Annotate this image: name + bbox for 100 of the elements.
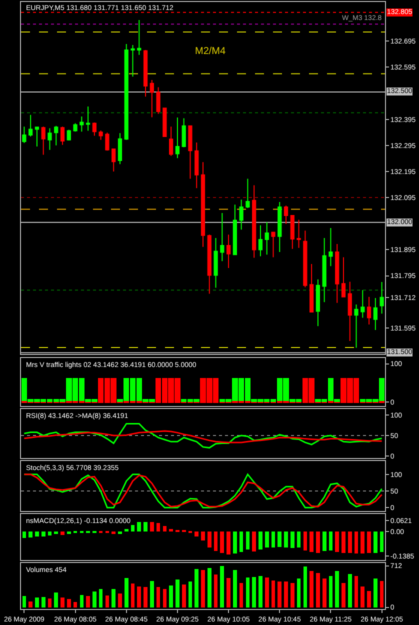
bar (188, 582, 192, 608)
bar (169, 586, 173, 608)
bar (348, 574, 352, 608)
candlestick (22, 126, 26, 144)
candlestick (271, 231, 276, 258)
bar (310, 532, 314, 552)
bar (290, 532, 294, 548)
candlestick (54, 125, 58, 146)
candlestick (239, 199, 244, 230)
candlestick (182, 118, 186, 148)
bar (310, 571, 314, 608)
candlestick (162, 107, 167, 138)
candlestick (194, 142, 199, 189)
candlestick (169, 126, 174, 156)
bar (66, 532, 71, 534)
bar (176, 579, 180, 608)
candlestick (66, 129, 71, 141)
candlestick (290, 214, 294, 250)
bar (360, 532, 365, 554)
bar (278, 532, 282, 547)
bar (124, 529, 128, 532)
candlestick (264, 222, 269, 256)
candlestick (252, 184, 256, 258)
candlestick (303, 230, 308, 288)
bar (342, 532, 346, 553)
bar (290, 582, 294, 608)
bar (22, 596, 26, 608)
bar (342, 582, 346, 608)
candlestick (156, 86, 160, 114)
bar (48, 598, 52, 608)
bar (233, 570, 237, 608)
bar (303, 532, 308, 551)
candlestick (92, 122, 96, 136)
bar (169, 529, 173, 532)
bar (284, 582, 288, 608)
bar (150, 581, 154, 608)
candlestick (105, 132, 110, 152)
candlestick (226, 234, 231, 268)
bar (258, 532, 262, 550)
bar (335, 532, 340, 552)
candlestick (348, 281, 352, 342)
bar (41, 532, 46, 536)
bar (66, 599, 71, 608)
candlestick (354, 304, 358, 348)
candlestick (322, 237, 326, 303)
bar (73, 602, 78, 608)
bar (328, 532, 333, 550)
candlestick (188, 124, 192, 180)
bar (137, 522, 142, 532)
candlestick (214, 237, 218, 288)
bar (22, 532, 26, 538)
candlestick (316, 278, 320, 327)
bar (105, 596, 110, 608)
candlestick (175, 117, 180, 159)
bar (28, 532, 32, 538)
bar (194, 568, 199, 608)
candlestick (278, 201, 282, 253)
candlestick (310, 264, 314, 314)
bar (239, 582, 244, 608)
candlestick (118, 132, 122, 165)
candlestick (335, 243, 340, 304)
candlestick (380, 282, 384, 314)
bar (322, 578, 326, 608)
candlestick (232, 204, 237, 256)
bar (264, 578, 269, 608)
bar (35, 597, 39, 608)
bar (296, 532, 301, 548)
bar (239, 532, 244, 552)
candlestick (130, 44, 135, 78)
bar (246, 532, 250, 550)
bar (354, 532, 358, 554)
bar (271, 580, 276, 608)
bar (226, 578, 230, 608)
bar (278, 582, 282, 608)
line-series (23, 430, 383, 444)
bar (60, 597, 64, 608)
bar (220, 566, 224, 608)
bar (60, 532, 64, 536)
bar (264, 532, 269, 548)
bar (162, 589, 167, 608)
bar (214, 574, 218, 608)
candlestick (360, 290, 365, 318)
candlestick (220, 212, 224, 262)
candlestick (258, 224, 263, 257)
bar (220, 532, 224, 553)
bar (360, 586, 365, 608)
bar (271, 532, 276, 548)
candlestick (284, 205, 288, 224)
bar (374, 532, 378, 553)
bar (246, 578, 250, 608)
bar (48, 532, 52, 536)
bar (316, 572, 320, 608)
bar (112, 589, 116, 608)
bar (284, 532, 288, 548)
bar (316, 532, 320, 553)
bar (144, 586, 148, 608)
bar (252, 532, 256, 552)
bar (296, 578, 301, 608)
bar (112, 532, 116, 534)
bar (98, 589, 103, 608)
